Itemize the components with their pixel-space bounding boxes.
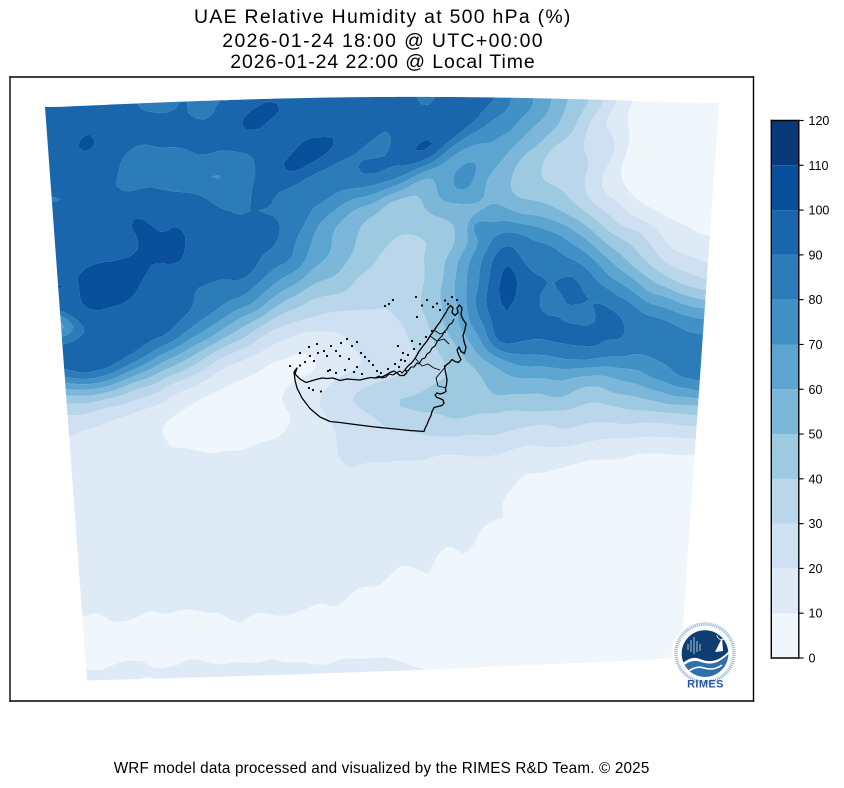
svg-text:60: 60: [809, 383, 823, 397]
svg-text:UAE Relative Humidity at 500 h: UAE Relative Humidity at 500 hPa (%): [194, 6, 572, 28]
svg-text:100: 100: [809, 204, 830, 218]
svg-text:2026-01-24 18:00 @ UTC+00:00: 2026-01-24 18:00 @ UTC+00:00: [222, 30, 544, 52]
svg-text:2026-01-24 22:00 @ Local Time: 2026-01-24 22:00 @ Local Time: [230, 51, 535, 73]
svg-text:RIMES: RIMES: [687, 679, 724, 691]
svg-text:110: 110: [809, 159, 829, 173]
svg-text:30: 30: [809, 517, 823, 531]
svg-text:10: 10: [809, 607, 823, 621]
svg-text:120: 120: [809, 114, 830, 128]
svg-text:70: 70: [809, 338, 823, 352]
svg-text:0: 0: [809, 652, 816, 666]
svg-text:80: 80: [809, 293, 823, 307]
svg-text:WRF model data processed and v: WRF model data processed and visualized …: [114, 760, 650, 777]
svg-text:20: 20: [809, 562, 823, 576]
svg-text:40: 40: [809, 472, 823, 486]
svg-text:90: 90: [809, 248, 823, 262]
svg-text:50: 50: [809, 428, 823, 442]
